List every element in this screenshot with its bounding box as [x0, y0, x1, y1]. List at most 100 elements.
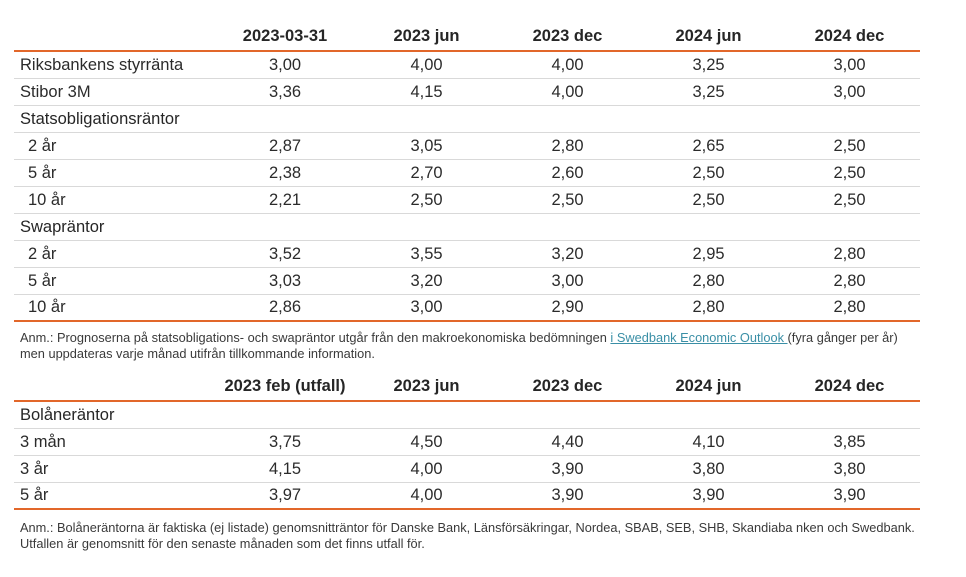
- column-header: 2023 jun: [393, 376, 460, 395]
- row-label: Stibor 3M: [20, 82, 91, 101]
- table-cell: 3,05: [410, 136, 443, 155]
- table-cell: 3,36: [268, 82, 302, 101]
- table-cell: 3,85: [833, 432, 866, 451]
- footnote: Anm.: Bolåneräntorna är faktiska (ej lis…: [20, 520, 920, 552]
- table-cell: 2,80: [833, 244, 866, 263]
- column-header: 2024 jun: [675, 376, 742, 395]
- table-row: 5 år 3,03 3,20 3,00 2,80 2,80: [14, 268, 920, 295]
- section-label: Bolåneräntor: [20, 405, 115, 424]
- row-label: 3 mån: [20, 432, 66, 451]
- table-cell: 2,80: [833, 271, 866, 290]
- table-cell: 3,90: [551, 486, 584, 504]
- table-cell: 2,50: [692, 190, 725, 209]
- table-cell: 3,80: [833, 459, 866, 478]
- table-cell: 2,38: [268, 163, 302, 182]
- row-label: 2 år: [28, 244, 57, 263]
- table-cell: 2,50: [692, 163, 725, 182]
- table-row: 3 mån 3,75 4,50 4,40 4,10 3,85: [14, 429, 920, 456]
- table-row: 3 år 4,15 4,00 3,90 3,80 3,80: [14, 456, 920, 483]
- table-cell: 2,95: [692, 244, 725, 263]
- table-cell: 4,50: [410, 432, 443, 451]
- table-cell: 3,00: [551, 271, 584, 290]
- table-cell: 2,87: [268, 136, 302, 155]
- section-label: Statsobligationsräntor: [20, 109, 180, 128]
- rates-table-header: 2023-03-31 2023 jun 2023 dec 2024 jun 20…: [14, 22, 920, 52]
- table-cell: 2,50: [833, 163, 866, 182]
- row-label: 5 år: [28, 163, 57, 182]
- table-cell: 3,55: [410, 244, 443, 263]
- table-row: 10 år 2,86 3,00 2,90 2,80 2,80: [14, 295, 920, 322]
- footnote-text: Anm.: Prognoserna på statsobligations- o…: [20, 330, 611, 345]
- table-cell: 2,60: [551, 163, 584, 182]
- table-row: 10 år 2,21 2,50 2,50 2,50 2,50: [14, 187, 920, 214]
- table-cell: 3,90: [833, 486, 866, 504]
- table-cell: 4,00: [551, 55, 584, 74]
- table-cell: 3,00: [833, 55, 866, 74]
- table-row: 5 år 2,38 2,70 2,60 2,50 2,50: [14, 160, 920, 187]
- table-row: 5 år 3,97 4,00 3,90 3,90 3,90: [14, 483, 920, 510]
- table-cell: 3,25: [692, 55, 725, 74]
- table-cell: 4,15: [410, 82, 443, 101]
- footnote: Anm.: Prognoserna på statsobligations- o…: [20, 330, 920, 362]
- row-label: Riksbankens styrränta: [20, 55, 184, 74]
- row-label: 3 år: [20, 459, 49, 478]
- row-label: 5 år: [20, 486, 49, 504]
- economic-outlook-link[interactable]: i Swedbank Economic Outlook: [610, 330, 788, 345]
- table-cell: 2,80: [833, 298, 866, 316]
- table-cell: 4,40: [551, 432, 584, 451]
- column-header: 2024 dec: [814, 376, 885, 395]
- table-cell: 3,03: [268, 271, 302, 290]
- column-header: 2023 dec: [532, 26, 603, 45]
- table-cell: 3,90: [692, 486, 725, 504]
- table-cell: 3,00: [410, 298, 443, 316]
- table-cell: 3,20: [410, 271, 443, 290]
- column-header: 2023 dec: [532, 376, 603, 395]
- footnote-text: (fyra gånger per år) men uppdateras varj…: [20, 330, 898, 361]
- table-cell: 4,00: [410, 486, 443, 504]
- table-cell: 2,50: [833, 190, 866, 209]
- table-cell: 2,65: [692, 136, 725, 155]
- table-cell: 4,00: [410, 459, 443, 478]
- table-cell: 3,90: [551, 459, 584, 478]
- table-row: 2 år 2,87 3,05 2,80 2,65 2,50: [14, 133, 920, 160]
- table-cell: 3,97: [268, 486, 302, 504]
- table-cell: 4,00: [410, 55, 443, 74]
- section-label: Swapräntor: [20, 217, 105, 236]
- table-cell: 3,80: [692, 459, 725, 478]
- section-row: Statsobligationsräntor: [14, 106, 920, 133]
- table-cell: 3,52: [268, 244, 302, 263]
- table-cell: 2,90: [551, 298, 584, 316]
- section-row: Swapräntor: [14, 214, 920, 241]
- section-row: Bolåneräntor: [14, 402, 920, 429]
- mortgage-table-header: 2023 feb (utfall) 2023 jun 2023 dec 2024…: [14, 372, 920, 402]
- table-cell: 3,00: [833, 82, 866, 101]
- table-cell: 2,50: [833, 136, 866, 155]
- column-header: 2023-03-31: [242, 26, 328, 45]
- table-cell: 3,25: [692, 82, 725, 101]
- table-cell: 2,21: [268, 190, 302, 209]
- row-label: 2 år: [28, 136, 57, 155]
- table-row: Stibor 3M 3,36 4,15 4,00 3,25 3,00: [14, 79, 920, 106]
- row-label: 5 år: [28, 271, 57, 290]
- footnote-text: Anm.: Bolåneräntorna är faktiska (ej lis…: [20, 520, 915, 551]
- table-cell: 2,80: [692, 271, 725, 290]
- table-cell: 2,50: [410, 190, 443, 209]
- table-cell: 2,80: [551, 136, 584, 155]
- row-label: 10 år: [28, 190, 66, 209]
- column-header: 2023 feb (utfall): [224, 376, 346, 395]
- table-cell: 3,75: [268, 432, 302, 451]
- table-cell: 4,00: [551, 82, 584, 101]
- table-row: Riksbankens styrränta 3,00 4,00 4,00 3,2…: [14, 52, 920, 79]
- table-cell: 4,15: [268, 459, 302, 478]
- table-cell: 2,70: [410, 163, 443, 182]
- table-row: 2 år 3,52 3,55 3,20 2,95 2,80: [14, 241, 920, 268]
- table-cell: 3,00: [268, 55, 302, 74]
- column-header: 2023 jun: [393, 26, 460, 45]
- row-label: 10 år: [28, 298, 66, 316]
- mortgage-rates-table: 2023 feb (utfall) 2023 jun 2023 dec 2024…: [14, 372, 920, 510]
- table-cell: 2,50: [551, 190, 584, 209]
- column-header: 2024 jun: [675, 26, 742, 45]
- table-cell: 4,10: [692, 432, 725, 451]
- column-header: 2024 dec: [814, 26, 885, 45]
- table-cell: 2,80: [692, 298, 725, 316]
